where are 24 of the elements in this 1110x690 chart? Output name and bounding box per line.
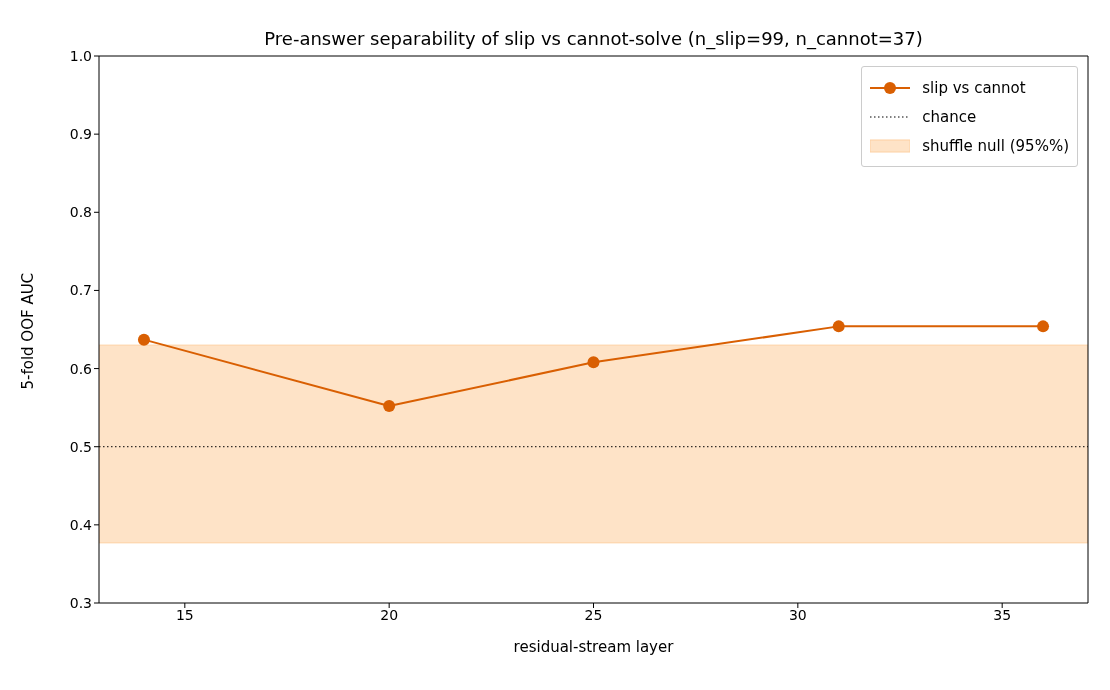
x-tick-label: 30 bbox=[788, 606, 807, 623]
y-tick-label: 0.7 bbox=[69, 282, 92, 299]
y-tick-label: 0.3 bbox=[69, 594, 92, 611]
legend-label: shuffle null (95%%) bbox=[922, 136, 1069, 155]
y-tick-label: 0.8 bbox=[69, 204, 92, 221]
legend-label: chance bbox=[922, 107, 977, 126]
point bbox=[137, 333, 150, 346]
chart-title: Pre-answer separability of slip vs cannot-solve (n_slip=99, n_cannot=37) bbox=[263, 28, 924, 49]
y-tick-label: 0.4 bbox=[69, 516, 93, 533]
point bbox=[383, 400, 396, 413]
legend-label: slip vs cannot bbox=[922, 78, 1026, 97]
x-tick-label: 25 bbox=[584, 606, 603, 623]
point bbox=[1037, 320, 1050, 333]
x-tick-label: 15 bbox=[175, 606, 194, 623]
x-axis-title: residual-stream layer bbox=[513, 638, 675, 656]
point bbox=[832, 320, 845, 333]
y-axis-title: 5-fold OOF AUC bbox=[19, 272, 38, 390]
x-tick-label: 20 bbox=[380, 606, 399, 623]
y-tick-label: 1.0 bbox=[69, 47, 92, 64]
x-tick-label: 35 bbox=[993, 606, 1012, 623]
y-tick-label: 0.5 bbox=[69, 438, 92, 455]
y-tick-label: 0.6 bbox=[69, 360, 93, 377]
point bbox=[587, 356, 600, 369]
y-tick-label: 0.9 bbox=[69, 126, 92, 143]
